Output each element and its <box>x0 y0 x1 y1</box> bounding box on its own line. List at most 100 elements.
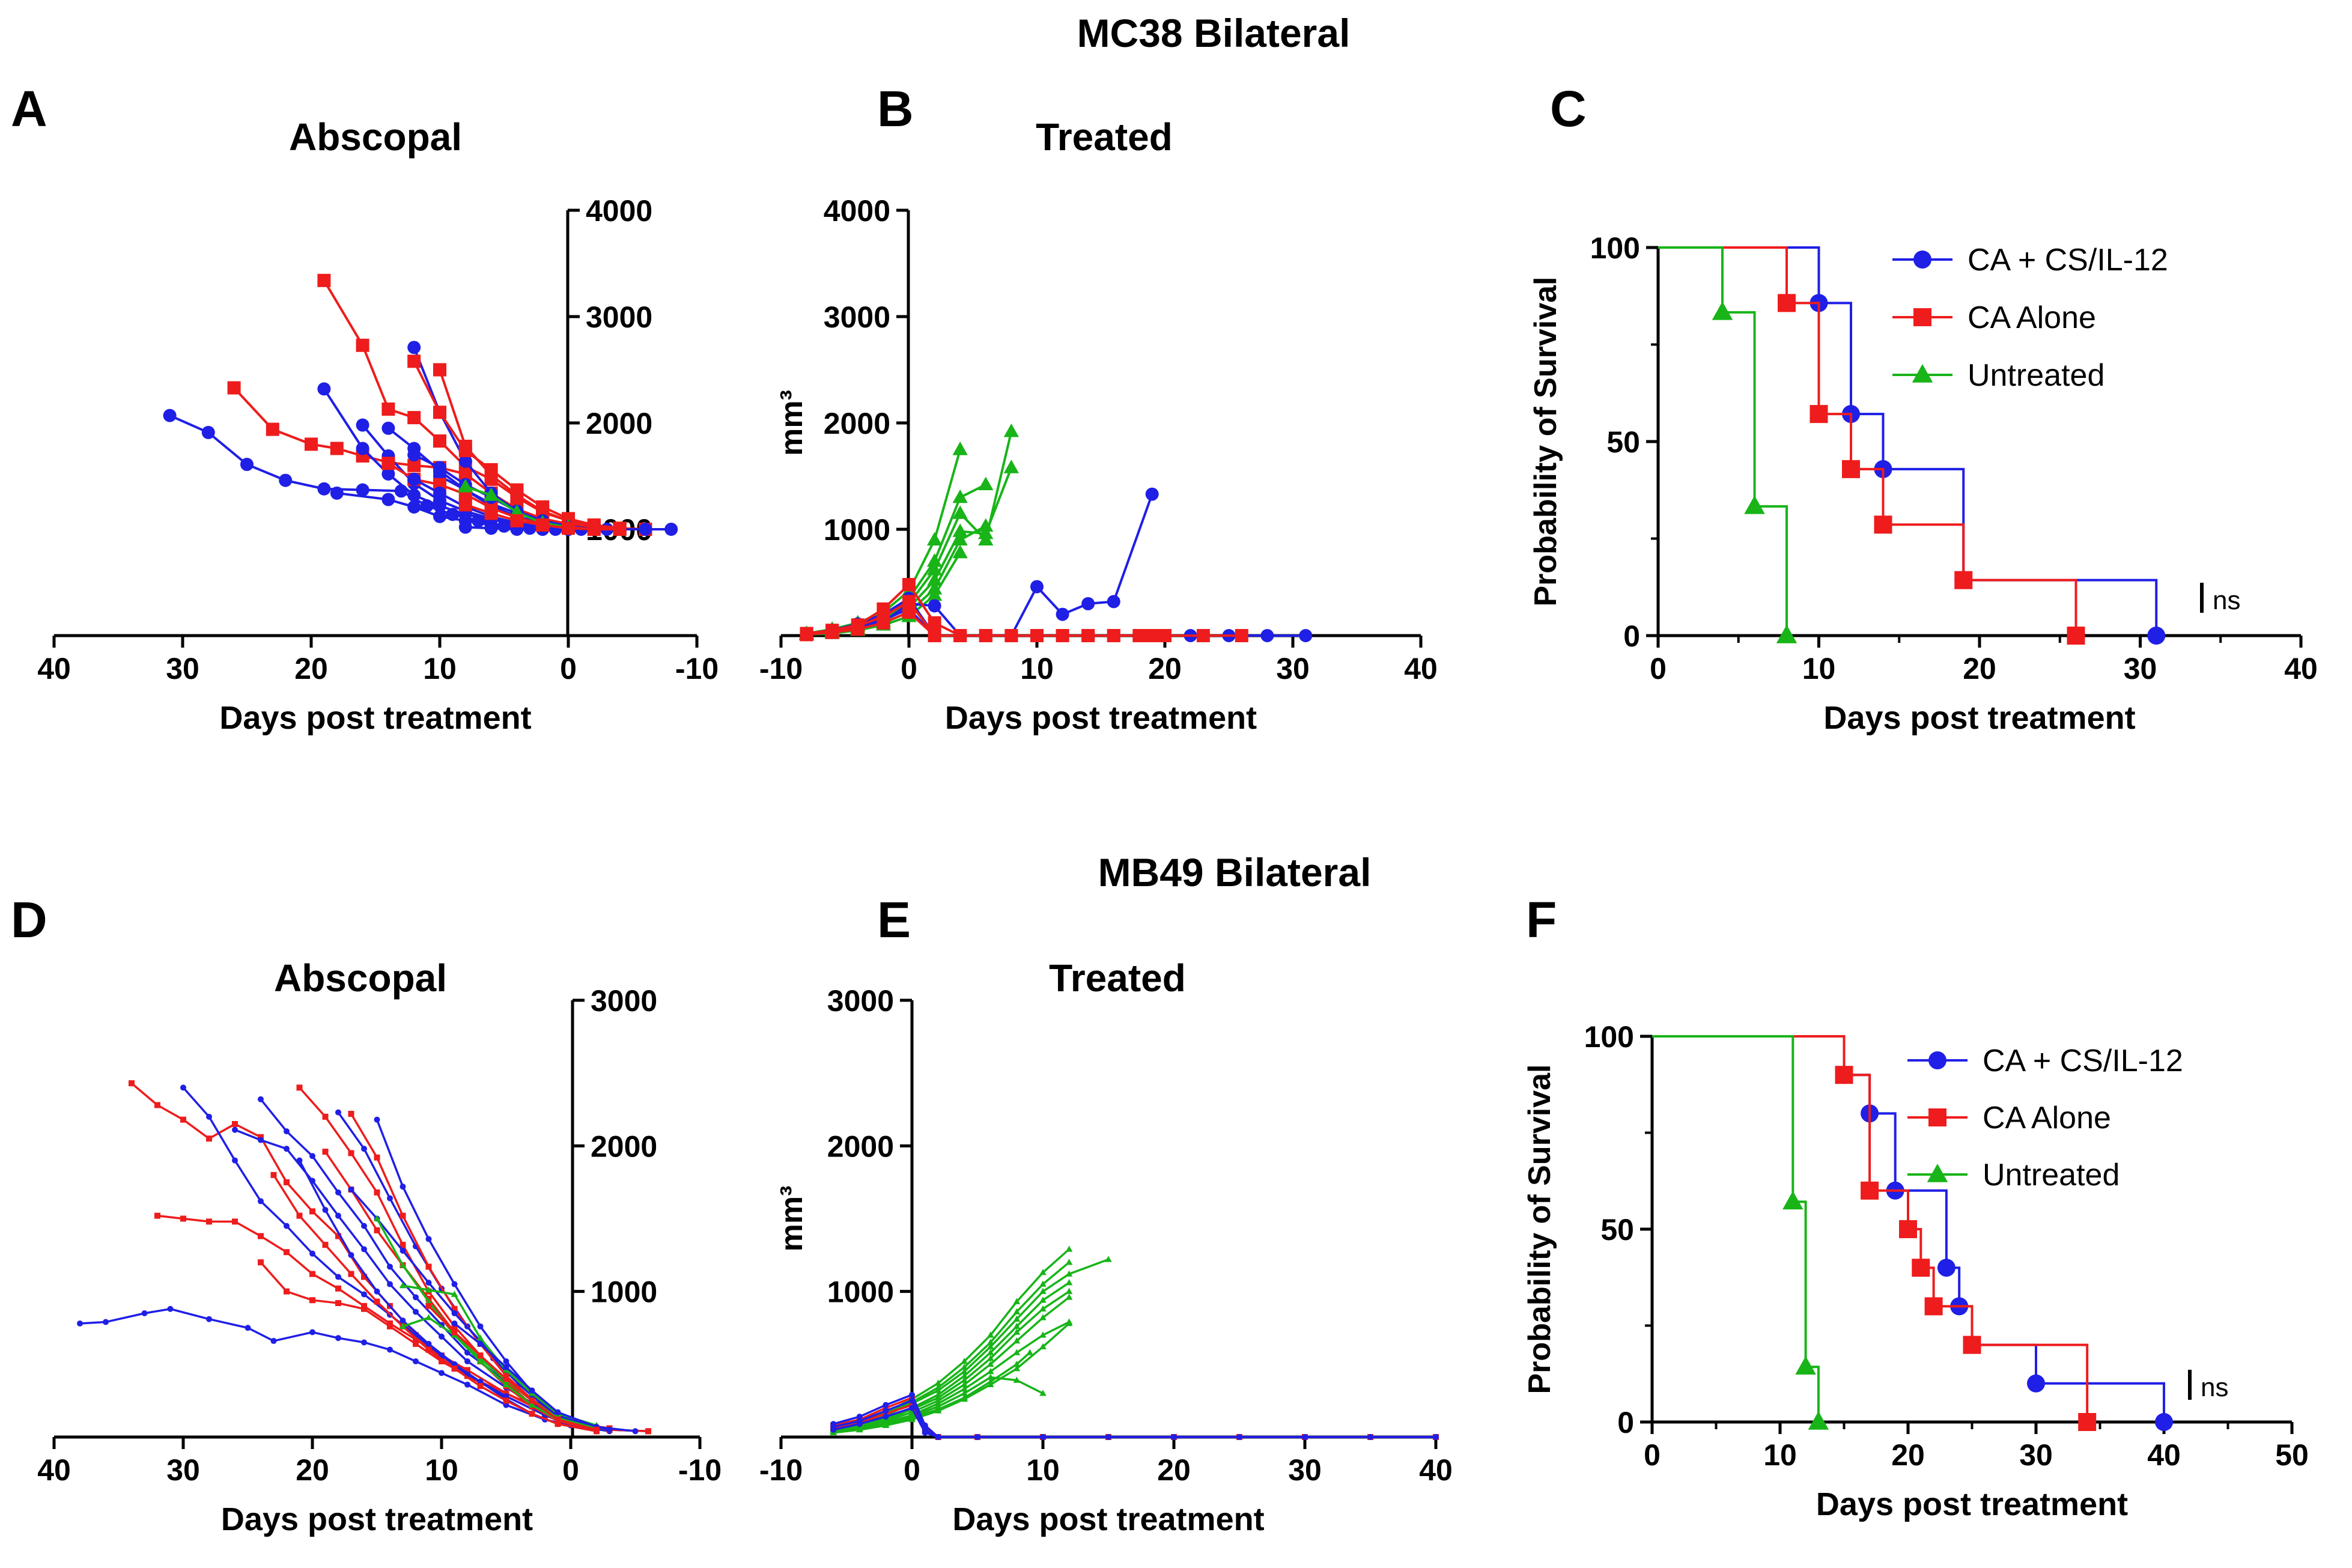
data-point <box>387 1323 393 1329</box>
x-axis-label: Days post treatment <box>1823 700 2135 736</box>
data-point <box>1013 1365 1021 1372</box>
x-tick-label: 20 <box>1157 1453 1191 1487</box>
data-point <box>1065 1245 1073 1252</box>
survival-marker <box>1835 1066 1853 1084</box>
data-point <box>1013 1349 1021 1355</box>
data-point <box>987 1381 994 1388</box>
data-point <box>922 1429 928 1436</box>
data-point <box>399 1281 407 1289</box>
data-point <box>555 1409 561 1415</box>
legend-entry: Untreated <box>1983 1158 2120 1193</box>
panel-e: E Treated -10 0 10 20 30 40 1000 2000 3000 Days pos… <box>759 892 1453 1537</box>
data-point <box>851 622 865 636</box>
data-point <box>439 1333 445 1340</box>
data-point <box>284 1288 290 1295</box>
data-point <box>503 1364 509 1370</box>
survival-step-line <box>1652 1035 2089 1422</box>
data-point <box>387 1263 393 1270</box>
data-point <box>335 1285 341 1292</box>
data-point <box>400 1184 406 1190</box>
x-tick-label: -10 <box>678 1453 722 1487</box>
data-point <box>979 629 992 642</box>
data-point <box>154 1102 160 1108</box>
x-tick-label: 40 <box>37 1453 71 1487</box>
survival-marker <box>1899 1220 1917 1238</box>
series-green-4 <box>830 1287 1073 1433</box>
survival-marker <box>1776 625 1797 643</box>
data-point <box>399 1322 407 1329</box>
data-point <box>361 1246 367 1253</box>
data-point <box>458 454 472 468</box>
data-point <box>1065 1293 1073 1300</box>
data-point <box>381 457 395 470</box>
data-point <box>317 482 331 496</box>
data-point <box>335 1189 341 1196</box>
x-tick-label: -10 <box>675 652 719 685</box>
survival-marker <box>1842 460 1860 478</box>
y-tick-label: 3000 <box>827 984 894 1018</box>
x-tick-label: 20 <box>296 1453 329 1487</box>
data-point <box>451 1329 458 1336</box>
data-point <box>201 425 215 439</box>
series-red-9 <box>348 1111 600 1432</box>
legend: CA + CS/IL-12 CA Alone Untreated <box>1907 1044 2183 1193</box>
data-point <box>961 1381 968 1388</box>
data-point <box>296 1157 303 1164</box>
data-point <box>284 1223 290 1229</box>
tumor-growth-line <box>833 1322 1070 1434</box>
data-point <box>425 1346 432 1353</box>
y-tick-label: 50 <box>1600 1213 1634 1247</box>
y-axis-label: mm³ <box>774 390 809 456</box>
x-tick-label: 30 <box>166 652 199 685</box>
panel-subtitle: Abscopal <box>274 956 447 1000</box>
data-point <box>141 1310 148 1317</box>
x-tick-label: 10 <box>1020 652 1054 685</box>
data-point <box>407 411 421 425</box>
data-point <box>639 523 652 536</box>
data-point <box>1433 1434 1439 1440</box>
data-point <box>451 1310 458 1317</box>
data-point <box>1081 597 1095 610</box>
data-point <box>1065 1270 1073 1277</box>
data-point <box>335 1274 341 1280</box>
data-point <box>926 532 943 546</box>
x-tick-label: -10 <box>759 1453 803 1487</box>
data-point <box>387 1281 393 1287</box>
data-point <box>407 458 421 472</box>
data-point <box>856 1426 863 1433</box>
survival-marker <box>1924 1297 1943 1316</box>
tumor-growth-line <box>260 1098 610 1431</box>
data-point <box>987 1367 994 1375</box>
tumor-growth-line <box>273 1174 597 1433</box>
x-tick-label: -10 <box>759 652 803 685</box>
data-point <box>510 488 524 502</box>
data-point <box>245 1325 251 1331</box>
survival-marker <box>1954 571 1973 589</box>
data-point <box>856 1421 863 1427</box>
data-point <box>594 1426 600 1433</box>
y-tick-label: 1000 <box>827 1275 894 1309</box>
data-point <box>309 1271 315 1277</box>
x-tick-label: 40 <box>2284 652 2318 685</box>
data-point <box>129 1080 135 1087</box>
legend: CA + CS/IL-12 CA Alone Untreated <box>1892 243 2168 393</box>
x-tick-label: 0 <box>562 1453 579 1487</box>
y-tick-label: 1000 <box>824 513 890 547</box>
data-point <box>399 1262 407 1268</box>
x-tick-label: 10 <box>1026 1453 1060 1487</box>
data-point <box>484 521 498 535</box>
x-tick-label: 10 <box>1763 1438 1797 1472</box>
data-point <box>374 1116 380 1123</box>
data-point <box>381 467 395 481</box>
data-point <box>413 1340 419 1347</box>
data-point <box>1299 629 1313 642</box>
significance-label: ns <box>2213 586 2240 615</box>
survival-marker <box>1963 1336 1981 1354</box>
tumor-growth-line <box>833 1290 1070 1431</box>
data-point <box>908 1415 916 1423</box>
data-point <box>961 1372 968 1379</box>
data-point <box>425 1340 432 1347</box>
data-point <box>361 1223 367 1229</box>
figure-title-mb49: MB49 Bilateral <box>1098 850 1372 895</box>
x-tick-label: 0 <box>560 652 577 685</box>
